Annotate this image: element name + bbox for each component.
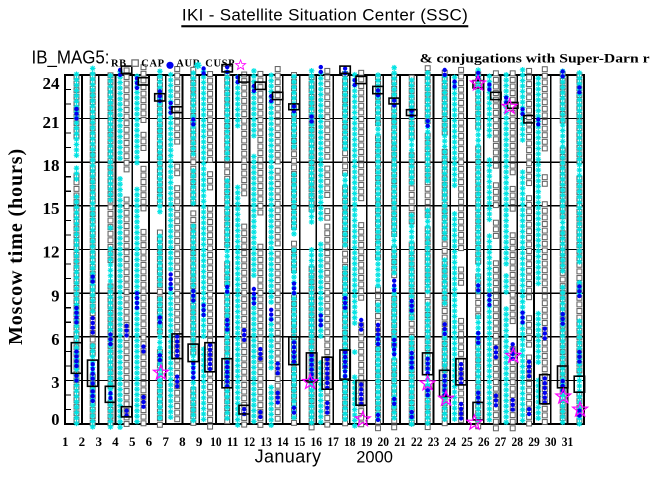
svg-text:8: 8 <box>179 434 186 449</box>
svg-text:CAP: CAP <box>141 58 164 69</box>
svg-text:15: 15 <box>43 199 60 218</box>
svg-text:6: 6 <box>51 330 59 349</box>
svg-text:28: 28 <box>511 434 523 449</box>
svg-text:14: 14 <box>277 434 289 449</box>
svg-text:0: 0 <box>51 410 59 429</box>
svg-text:AUR: AUR <box>176 58 201 69</box>
svg-text:25: 25 <box>461 434 473 449</box>
svg-text:January: January <box>255 447 322 467</box>
svg-text:7: 7 <box>162 434 169 449</box>
svg-text:12: 12 <box>43 243 60 262</box>
svg-text:21: 21 <box>394 434 406 449</box>
svg-text:9: 9 <box>196 434 203 449</box>
svg-text:Moscow time (hours): Moscow time (hours) <box>5 148 27 345</box>
svg-text:20: 20 <box>378 434 390 449</box>
svg-text:3: 3 <box>51 373 59 392</box>
svg-text:22: 22 <box>411 434 423 449</box>
svg-text:23: 23 <box>428 434 440 449</box>
svg-text:4: 4 <box>112 434 119 449</box>
svg-text:18: 18 <box>344 434 356 449</box>
svg-text:6: 6 <box>146 434 153 449</box>
svg-text:26: 26 <box>478 434 490 449</box>
svg-text:RB: RB <box>111 58 127 69</box>
svg-text:24: 24 <box>43 74 60 93</box>
svg-text:2000: 2000 <box>356 449 393 467</box>
svg-text:30: 30 <box>545 434 557 449</box>
svg-text:31: 31 <box>562 434 574 449</box>
svg-text:19: 19 <box>361 434 373 449</box>
svg-text:17: 17 <box>327 434 339 449</box>
svg-text:9: 9 <box>51 286 59 305</box>
svg-text:& conjugations with Super-Darn: & conjugations with Super-Darn r <box>420 51 650 66</box>
svg-text:IKI - Satellite Situation Cent: IKI - Satellite Situation Center (SSC) <box>182 6 468 25</box>
svg-text:3: 3 <box>95 434 102 449</box>
svg-text:24: 24 <box>445 434 457 449</box>
svg-text:10: 10 <box>210 434 222 449</box>
svg-text:CUSP: CUSP <box>205 58 235 69</box>
svg-text:18: 18 <box>43 156 60 175</box>
svg-text:12: 12 <box>244 434 256 449</box>
svg-text:16: 16 <box>311 434 323 449</box>
svg-text:2: 2 <box>79 434 86 449</box>
svg-text:15: 15 <box>294 434 306 449</box>
svg-text:5: 5 <box>129 434 136 449</box>
svg-text:27: 27 <box>495 434 507 449</box>
svg-text:11: 11 <box>227 434 239 449</box>
svg-text:21: 21 <box>43 113 60 132</box>
svg-text:1: 1 <box>62 434 69 449</box>
svg-text:13: 13 <box>260 434 272 449</box>
svg-text:29: 29 <box>528 434 540 449</box>
svg-text:IB_MAG5:: IB_MAG5: <box>32 48 110 69</box>
